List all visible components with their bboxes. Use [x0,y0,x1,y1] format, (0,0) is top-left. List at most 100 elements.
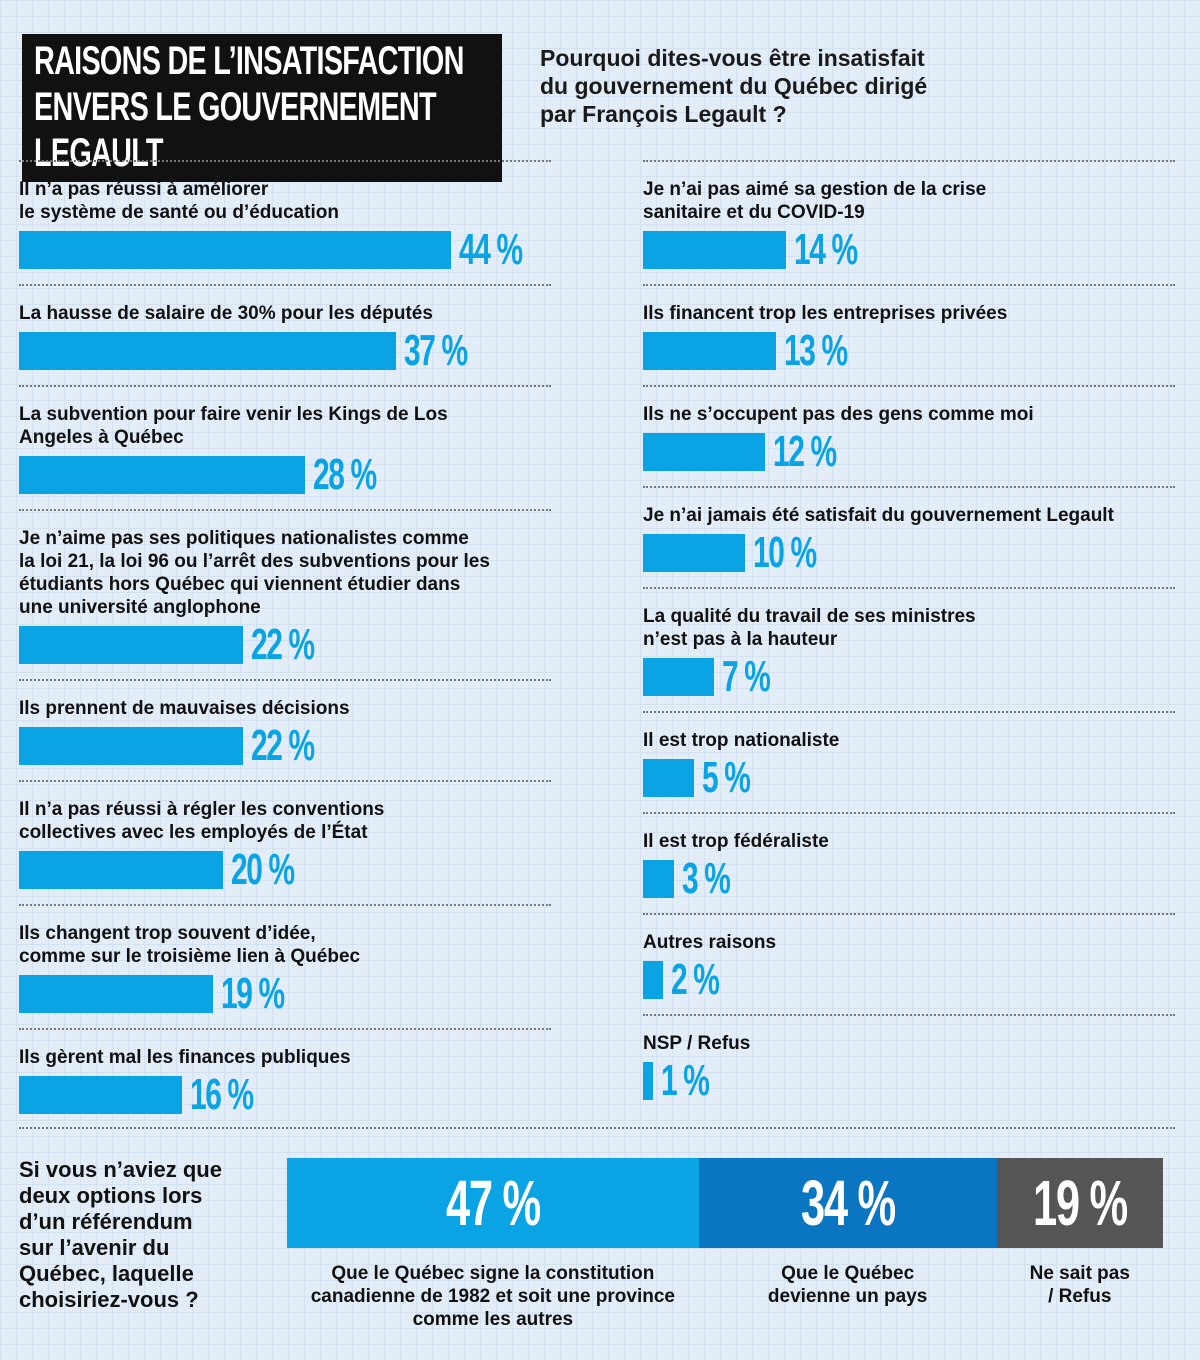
bar-row: 14 % [643,225,1175,274]
bar [19,1076,183,1114]
bar-label: La hausse de salaire de 30% pour les dép… [19,303,433,324]
value-label: 10 % [753,528,817,577]
value-label: 34 % [800,1167,896,1239]
bar-item: Il n’a pas réussi à améliorer le système… [19,160,551,284]
bar [643,658,715,696]
bar-row: 22 % [19,721,551,770]
bar [19,231,451,269]
bar-item: Ils prennent de mauvaises décisions 22 % [19,679,551,780]
value-label: 16 % [190,1070,254,1119]
bar-row: 10 % [643,528,1175,577]
bar-label: Ils ne s’occupent pas des gens comme moi [643,404,1034,425]
subtitle: Pourquoi dites-vous être insatisfait du … [540,45,928,127]
bar-item: La hausse de salaire de 30% pour les dép… [19,284,551,385]
bar-item: Je n’ai jamais été satisfait du gouverne… [643,486,1175,587]
bar [643,860,674,898]
bar-row: 20 % [19,845,551,894]
bar-item: Il n’a pas réussi à régler les conventio… [19,780,551,904]
right-column: Je n’ai pas aimé sa gestion de la crise … [643,160,1175,1115]
bar-item: Ils changent trop souvent d’idée, comme … [19,904,551,1028]
bar-row: 19 % [19,969,551,1018]
value-label: 5 % [702,753,751,802]
value-label: 14 % [793,225,858,274]
value-label: 1 % [661,1056,710,1105]
bar-item: Ils gèrent mal les finances publiques 16 … [19,1028,551,1129]
bar-label: Il n’a pas réussi à améliorer le système… [19,179,339,223]
stacked-bar: 47 % 34 % 19 % [287,1158,1163,1248]
bar-label: Ils prennent de mauvaises décisions [19,698,350,719]
chart-title: RAISONS DE L’INSATISFACTION ENVERS LE GO… [34,39,464,175]
segment: 34 % [698,1158,997,1248]
bar-item: NSP / Refus 1 % [643,1014,1175,1115]
bar-label: Je n’ai pas aimé sa gestion de la crise … [643,179,987,223]
bar [643,961,664,999]
bar-label: Ils financent trop les entreprises privé… [643,303,1008,324]
question: Si vous n’aviez que deux options lors d’… [19,1157,222,1312]
bar-item: Ils ne s’occupent pas des gens comme moi… [643,385,1175,486]
separator [19,1127,1175,1129]
value-label: 12 % [773,427,837,476]
value-label: 2 % [671,955,720,1004]
bar-row: 5 % [643,753,1175,802]
bar-label: La qualité du travail de ses ministres n… [643,606,976,650]
bar-row: 7 % [643,652,1175,701]
value-label: 20 % [231,845,295,894]
bar-row: 44 % [19,225,551,274]
value-label: 44 % [458,225,523,274]
left-column: Il n’a pas réussi à améliorer le système… [19,160,551,1129]
segment-label: Que le Québec signe la constitution cana… [310,1263,675,1330]
bar-row: 12 % [643,427,1175,476]
bar [19,851,223,889]
bar [643,759,694,797]
bar-label: Il n’a pas réussi à régler les conventio… [19,799,385,843]
title-box: RAISONS DE L’INSATISFACTION ENVERS LE GO… [22,34,502,182]
bar [19,727,244,765]
bar [19,626,244,664]
segment: 47 % [287,1158,699,1248]
bar [19,975,213,1013]
bar-row: 3 % [643,854,1175,903]
bar-row: 16 % [19,1070,551,1119]
bar [19,456,305,494]
value-label: 22 % [251,721,315,770]
bar-row: 28 % [19,450,551,499]
value-label: 28 % [312,450,377,499]
bar [643,332,776,370]
bar-label: Je n’ai jamais été satisfait du gouverne… [643,505,1114,526]
bar [19,332,397,370]
segment: 19 % [996,1158,1163,1248]
bar-label: Autres raisons [643,932,777,953]
value-label: 47 % [445,1167,541,1239]
bar-row: 13 % [643,326,1175,375]
bar-item: Je n’ai pas aimé sa gestion de la crise … [643,160,1175,284]
bar-label: NSP / Refus [643,1033,751,1054]
bar [643,433,766,471]
bar-row: 2 % [643,955,1175,1004]
bar-label: Ils gèrent mal les finances publiques [19,1047,351,1068]
bar-row: 37 % [19,326,551,375]
bar [643,231,786,269]
segment-label: Que le Québec devienne un pays [767,1263,928,1307]
bar-label: Ils changent trop souvent d’idée, comme … [19,923,361,967]
value-label: 37 % [404,326,468,375]
bar-item: Il est trop fédéraliste 3 % [643,812,1175,913]
value-label: 3 % [681,854,731,903]
value-label: 22 % [251,620,315,669]
value-label: 7 % [722,652,771,701]
bar-item: La qualité du travail de ses ministres n… [643,587,1175,711]
value-label: 19 % [1032,1167,1128,1239]
bar-item: Il est trop nationaliste 5 % [643,711,1175,812]
value-label: 13 % [783,326,848,375]
bar-row: 22 % [19,620,551,669]
bar-label: Il est trop nationaliste [643,730,840,751]
bar-item: Autres raisons 2 % [643,913,1175,1014]
value-label: 19 % [220,969,285,1018]
bar-label: Je n’aime pas ses politiques nationalist… [19,528,490,618]
bar-item: Je n’aime pas ses politiques nationalist… [19,509,551,679]
bar-label: Il est trop fédéraliste [643,831,829,852]
bar-row: 1 % [643,1056,1175,1105]
bar [643,1062,654,1100]
segment-label: Ne sait pas / Refus [1029,1263,1130,1307]
bar [643,534,745,572]
